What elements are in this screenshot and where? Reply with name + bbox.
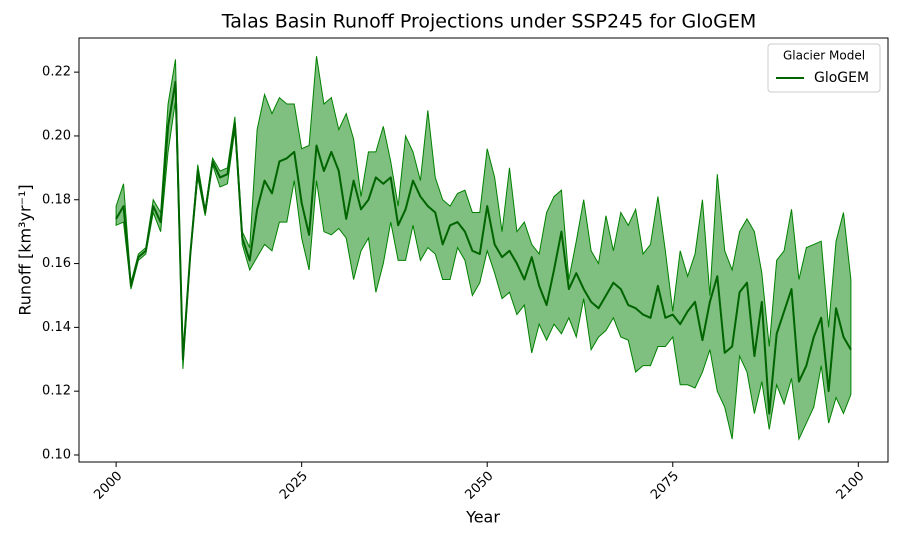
y-tick-label: 0.10 bbox=[42, 447, 71, 462]
x-tick-label: 2050 bbox=[463, 469, 497, 503]
legend-title: Glacier Model bbox=[783, 49, 865, 63]
x-tick-label: 2025 bbox=[277, 469, 311, 503]
x-tick-label: 2075 bbox=[648, 469, 682, 503]
x-tick-label: 2000 bbox=[91, 469, 125, 503]
y-tick-label: 0.12 bbox=[42, 384, 71, 399]
series-line bbox=[115, 80, 852, 415]
y-tick-label: 0.14 bbox=[42, 320, 71, 335]
chart-title: Talas Basin Runoff Projections under SSP… bbox=[221, 11, 756, 33]
uncertainty-band bbox=[115, 56, 852, 441]
legend-box bbox=[767, 43, 881, 93]
y-tick-label: 0.22 bbox=[42, 65, 71, 80]
y-tick-label: 0.18 bbox=[42, 192, 71, 207]
x-tick-label: 2100 bbox=[834, 469, 868, 503]
x-axis-label: Year bbox=[465, 508, 500, 527]
y-tick-label: 0.20 bbox=[42, 128, 71, 143]
plot-frame bbox=[78, 37, 889, 463]
y-tick-label: 0.16 bbox=[42, 256, 71, 271]
y-axis-label: Runoff [km³yr⁻¹] bbox=[16, 184, 35, 315]
legend-label: GloGEM bbox=[814, 70, 869, 86]
